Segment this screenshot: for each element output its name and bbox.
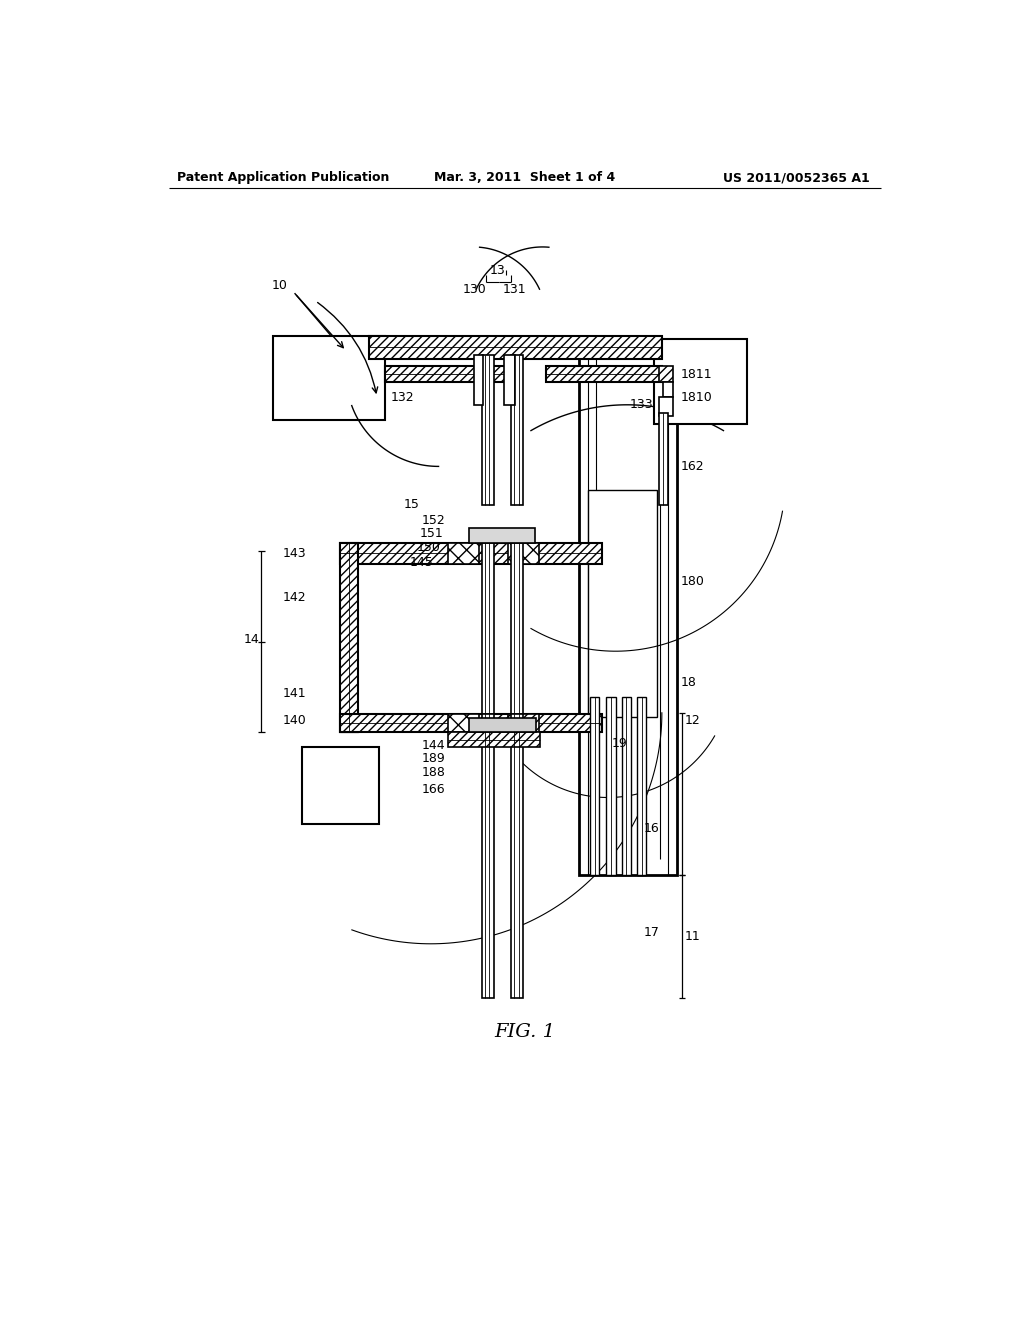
Text: 15: 15 (403, 499, 420, 511)
Bar (622, 697, 631, 875)
Text: Patent Application Publication: Patent Application Publication (177, 172, 389, 185)
Bar (469, 718, 536, 733)
Bar (447, 714, 478, 733)
Text: US 2011/0052365 A1: US 2011/0052365 A1 (723, 172, 869, 185)
Text: Mar. 3, 2011  Sheet 1 of 4: Mar. 3, 2011 Sheet 1 of 4 (434, 172, 615, 185)
Text: 142: 142 (283, 591, 306, 603)
Bar (606, 697, 615, 875)
Text: 143: 143 (283, 546, 306, 560)
Text: 10: 10 (271, 279, 288, 292)
Bar (504, 355, 515, 405)
Bar (588, 490, 657, 717)
Text: 151: 151 (419, 527, 443, 540)
Bar (340, 543, 602, 564)
Text: 1810: 1810 (681, 391, 713, 404)
Text: 19: 19 (611, 737, 628, 750)
Text: 189: 189 (422, 752, 445, 766)
Text: FIG. 1: FIG. 1 (495, 1023, 555, 1041)
Text: 162: 162 (681, 459, 705, 473)
Bar (664, 381, 673, 397)
Bar (447, 733, 541, 747)
Text: 18: 18 (681, 676, 697, 689)
Bar (474, 355, 483, 405)
Text: 14: 14 (244, 634, 259, 647)
Bar (273, 335, 385, 420)
Bar (658, 367, 673, 381)
Text: 132: 132 (391, 391, 415, 404)
Text: 150: 150 (417, 541, 441, 554)
Text: 16: 16 (643, 822, 659, 834)
Text: 180: 180 (681, 576, 705, 589)
Bar (658, 397, 673, 416)
Bar (658, 413, 668, 506)
Text: 145: 145 (410, 556, 433, 569)
Text: 17: 17 (643, 925, 659, 939)
Bar (481, 543, 494, 714)
Text: 152: 152 (422, 513, 445, 527)
Bar (508, 543, 539, 564)
Bar (370, 335, 662, 359)
Bar (447, 543, 478, 564)
Bar (508, 714, 539, 733)
Bar (340, 726, 358, 733)
Text: 144: 144 (422, 739, 445, 752)
Bar (590, 697, 599, 875)
Text: 140: 140 (283, 714, 306, 727)
Bar (469, 528, 535, 544)
Bar (579, 339, 677, 875)
Text: 1811: 1811 (681, 367, 713, 380)
Text: 188: 188 (422, 766, 445, 779)
Bar (637, 697, 646, 875)
Text: 141: 141 (283, 686, 306, 700)
Text: 13: 13 (489, 264, 506, 277)
Bar (301, 747, 379, 825)
Text: 11: 11 (685, 929, 700, 942)
Text: 12: 12 (685, 714, 700, 727)
Text: 133: 133 (630, 399, 653, 412)
Bar (511, 543, 523, 714)
Bar (340, 714, 602, 733)
Bar (481, 714, 494, 998)
Bar (481, 355, 494, 506)
Text: 131: 131 (502, 282, 526, 296)
Bar (511, 714, 523, 998)
Bar (654, 339, 746, 424)
Text: 130: 130 (463, 282, 486, 296)
Bar (385, 367, 512, 381)
Text: 166: 166 (422, 783, 445, 796)
Bar (547, 367, 662, 381)
Bar (340, 544, 358, 733)
Bar (511, 355, 523, 506)
